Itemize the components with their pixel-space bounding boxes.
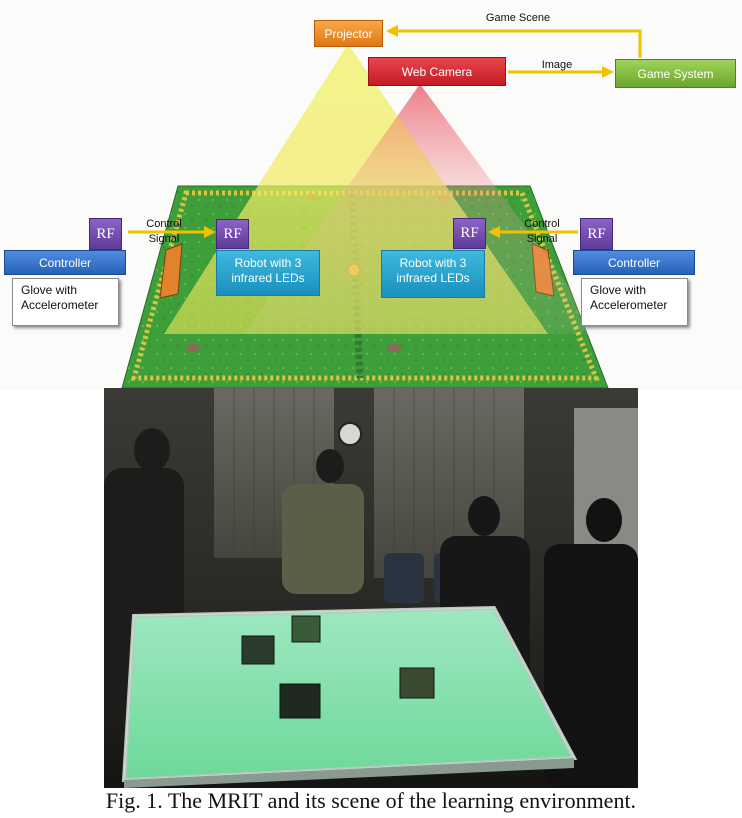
classroom-photo <box>104 388 638 788</box>
table-edge <box>124 758 574 788</box>
left-goal <box>159 243 183 299</box>
game-system-box: Game System <box>615 59 736 88</box>
robot <box>399 667 435 699</box>
game-system-label: Game System <box>637 66 714 81</box>
projection-table <box>121 605 578 783</box>
controller-box-right: Controller <box>573 250 695 275</box>
image-label: Image <box>541 59 573 71</box>
glove-box-left: Glove with Accelerometer <box>12 278 119 326</box>
person <box>544 498 638 788</box>
rf-robot-right: RF <box>453 218 486 249</box>
wall-clock <box>338 422 362 446</box>
rf-controller-right: RF <box>580 218 613 250</box>
robot <box>279 683 321 719</box>
projector-label: Projector <box>324 26 373 41</box>
figure-caption: Fig. 1. The MRIT and its scene of the le… <box>105 788 637 813</box>
controller-label-left: Controller <box>38 255 92 270</box>
chair <box>384 553 424 603</box>
robot-box-right: Robot with 3 infrared LEDs <box>381 250 485 298</box>
field-stone <box>186 344 200 352</box>
robot <box>241 635 275 665</box>
game-scene-label: Game Scene <box>485 12 551 24</box>
controller-box-left: Controller <box>4 250 126 275</box>
glove-box-right: Glove with Accelerometer <box>581 278 688 326</box>
field-stone <box>387 344 401 352</box>
game-scene-arrow <box>395 29 642 58</box>
rf-robot-left: RF <box>216 219 249 249</box>
rf-controller-left: RF <box>89 218 122 250</box>
web-camera-box: Web Camera <box>368 57 506 86</box>
web-camera-label: Web Camera <box>401 64 473 79</box>
control-signal-label-left: Control Signal <box>146 218 182 245</box>
control-signal-label-right: Control Signal <box>524 218 560 245</box>
robot-box-left: Robot with 3 infrared LEDs <box>216 250 320 296</box>
projector-box: Projector <box>314 20 383 47</box>
controller-label-right: Controller <box>607 255 661 270</box>
camera-view-cone <box>244 84 604 334</box>
person <box>282 449 364 594</box>
robot <box>291 615 321 643</box>
